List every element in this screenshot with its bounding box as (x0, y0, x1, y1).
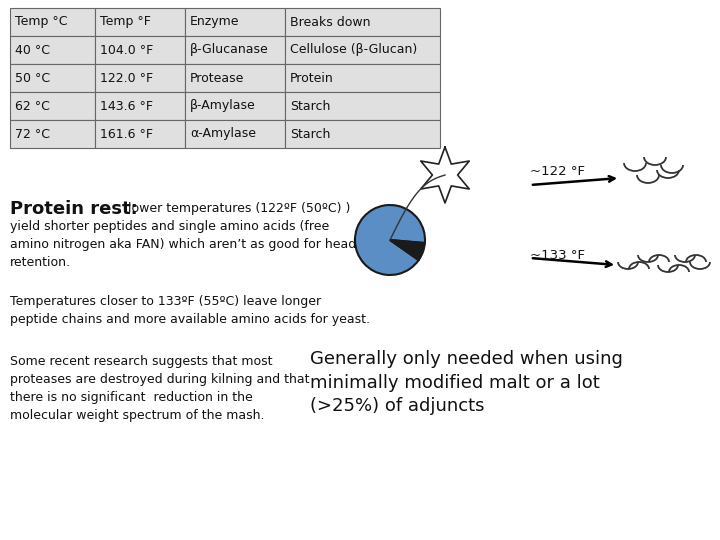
Text: 40 °C: 40 °C (15, 44, 50, 57)
Bar (285, 92, 440, 120)
Text: α-Amylase: α-Amylase (190, 127, 256, 140)
Text: Temp °C: Temp °C (15, 16, 68, 29)
Text: 62 °C: 62 °C (15, 99, 50, 112)
Text: Starch: Starch (290, 127, 330, 140)
Text: Protease: Protease (190, 71, 244, 84)
Bar (10, 120, 95, 148)
Bar (10, 8, 95, 36)
Bar (95, 92, 185, 120)
Wedge shape (390, 240, 425, 260)
Text: Generally only needed when using
minimally modified malt or a lot
(>25%) of adju: Generally only needed when using minimal… (310, 350, 623, 415)
Bar (95, 36, 185, 64)
Bar (185, 36, 285, 64)
Text: Temp °F: Temp °F (100, 16, 151, 29)
Text: lower temperatures (122ºF (50ºC) ): lower temperatures (122ºF (50ºC) ) (120, 202, 351, 215)
Bar (185, 92, 285, 120)
Wedge shape (355, 205, 425, 275)
Text: 72 °C: 72 °C (15, 127, 50, 140)
Text: Breaks down: Breaks down (290, 16, 371, 29)
Bar (185, 120, 285, 148)
Text: β-Amylase: β-Amylase (190, 99, 256, 112)
Bar (10, 64, 95, 92)
Text: yield shorter peptides and single amino acids (free
amino nitrogen aka FAN) whic: yield shorter peptides and single amino … (10, 220, 356, 269)
Text: Protein: Protein (290, 71, 334, 84)
Text: 122.0 °F: 122.0 °F (100, 71, 153, 84)
Text: ~122 °F: ~122 °F (530, 165, 585, 178)
Bar (185, 64, 285, 92)
Bar (185, 8, 285, 36)
Text: 143.6 °F: 143.6 °F (100, 99, 153, 112)
Text: ~133 °F: ~133 °F (530, 249, 585, 262)
Text: 161.6 °F: 161.6 °F (100, 127, 153, 140)
Text: Starch: Starch (290, 99, 330, 112)
Bar (285, 36, 440, 64)
Bar (285, 120, 440, 148)
Text: Cellulose (β-Glucan): Cellulose (β-Glucan) (290, 44, 418, 57)
Text: Some recent research suggests that most
proteases are destroyed during kilning a: Some recent research suggests that most … (10, 355, 310, 422)
Bar (10, 92, 95, 120)
Bar (95, 120, 185, 148)
Bar (95, 64, 185, 92)
Text: 50 °C: 50 °C (15, 71, 50, 84)
Text: Temperatures closer to 133ºF (55ºC) leave longer
peptide chains and more availab: Temperatures closer to 133ºF (55ºC) leav… (10, 295, 370, 326)
Bar (95, 8, 185, 36)
Bar (285, 64, 440, 92)
Bar (285, 8, 440, 36)
Text: Protein rest:: Protein rest: (10, 200, 138, 218)
Text: 104.0 °F: 104.0 °F (100, 44, 153, 57)
Bar (10, 36, 95, 64)
Text: Enzyme: Enzyme (190, 16, 240, 29)
Text: β-Glucanase: β-Glucanase (190, 44, 269, 57)
